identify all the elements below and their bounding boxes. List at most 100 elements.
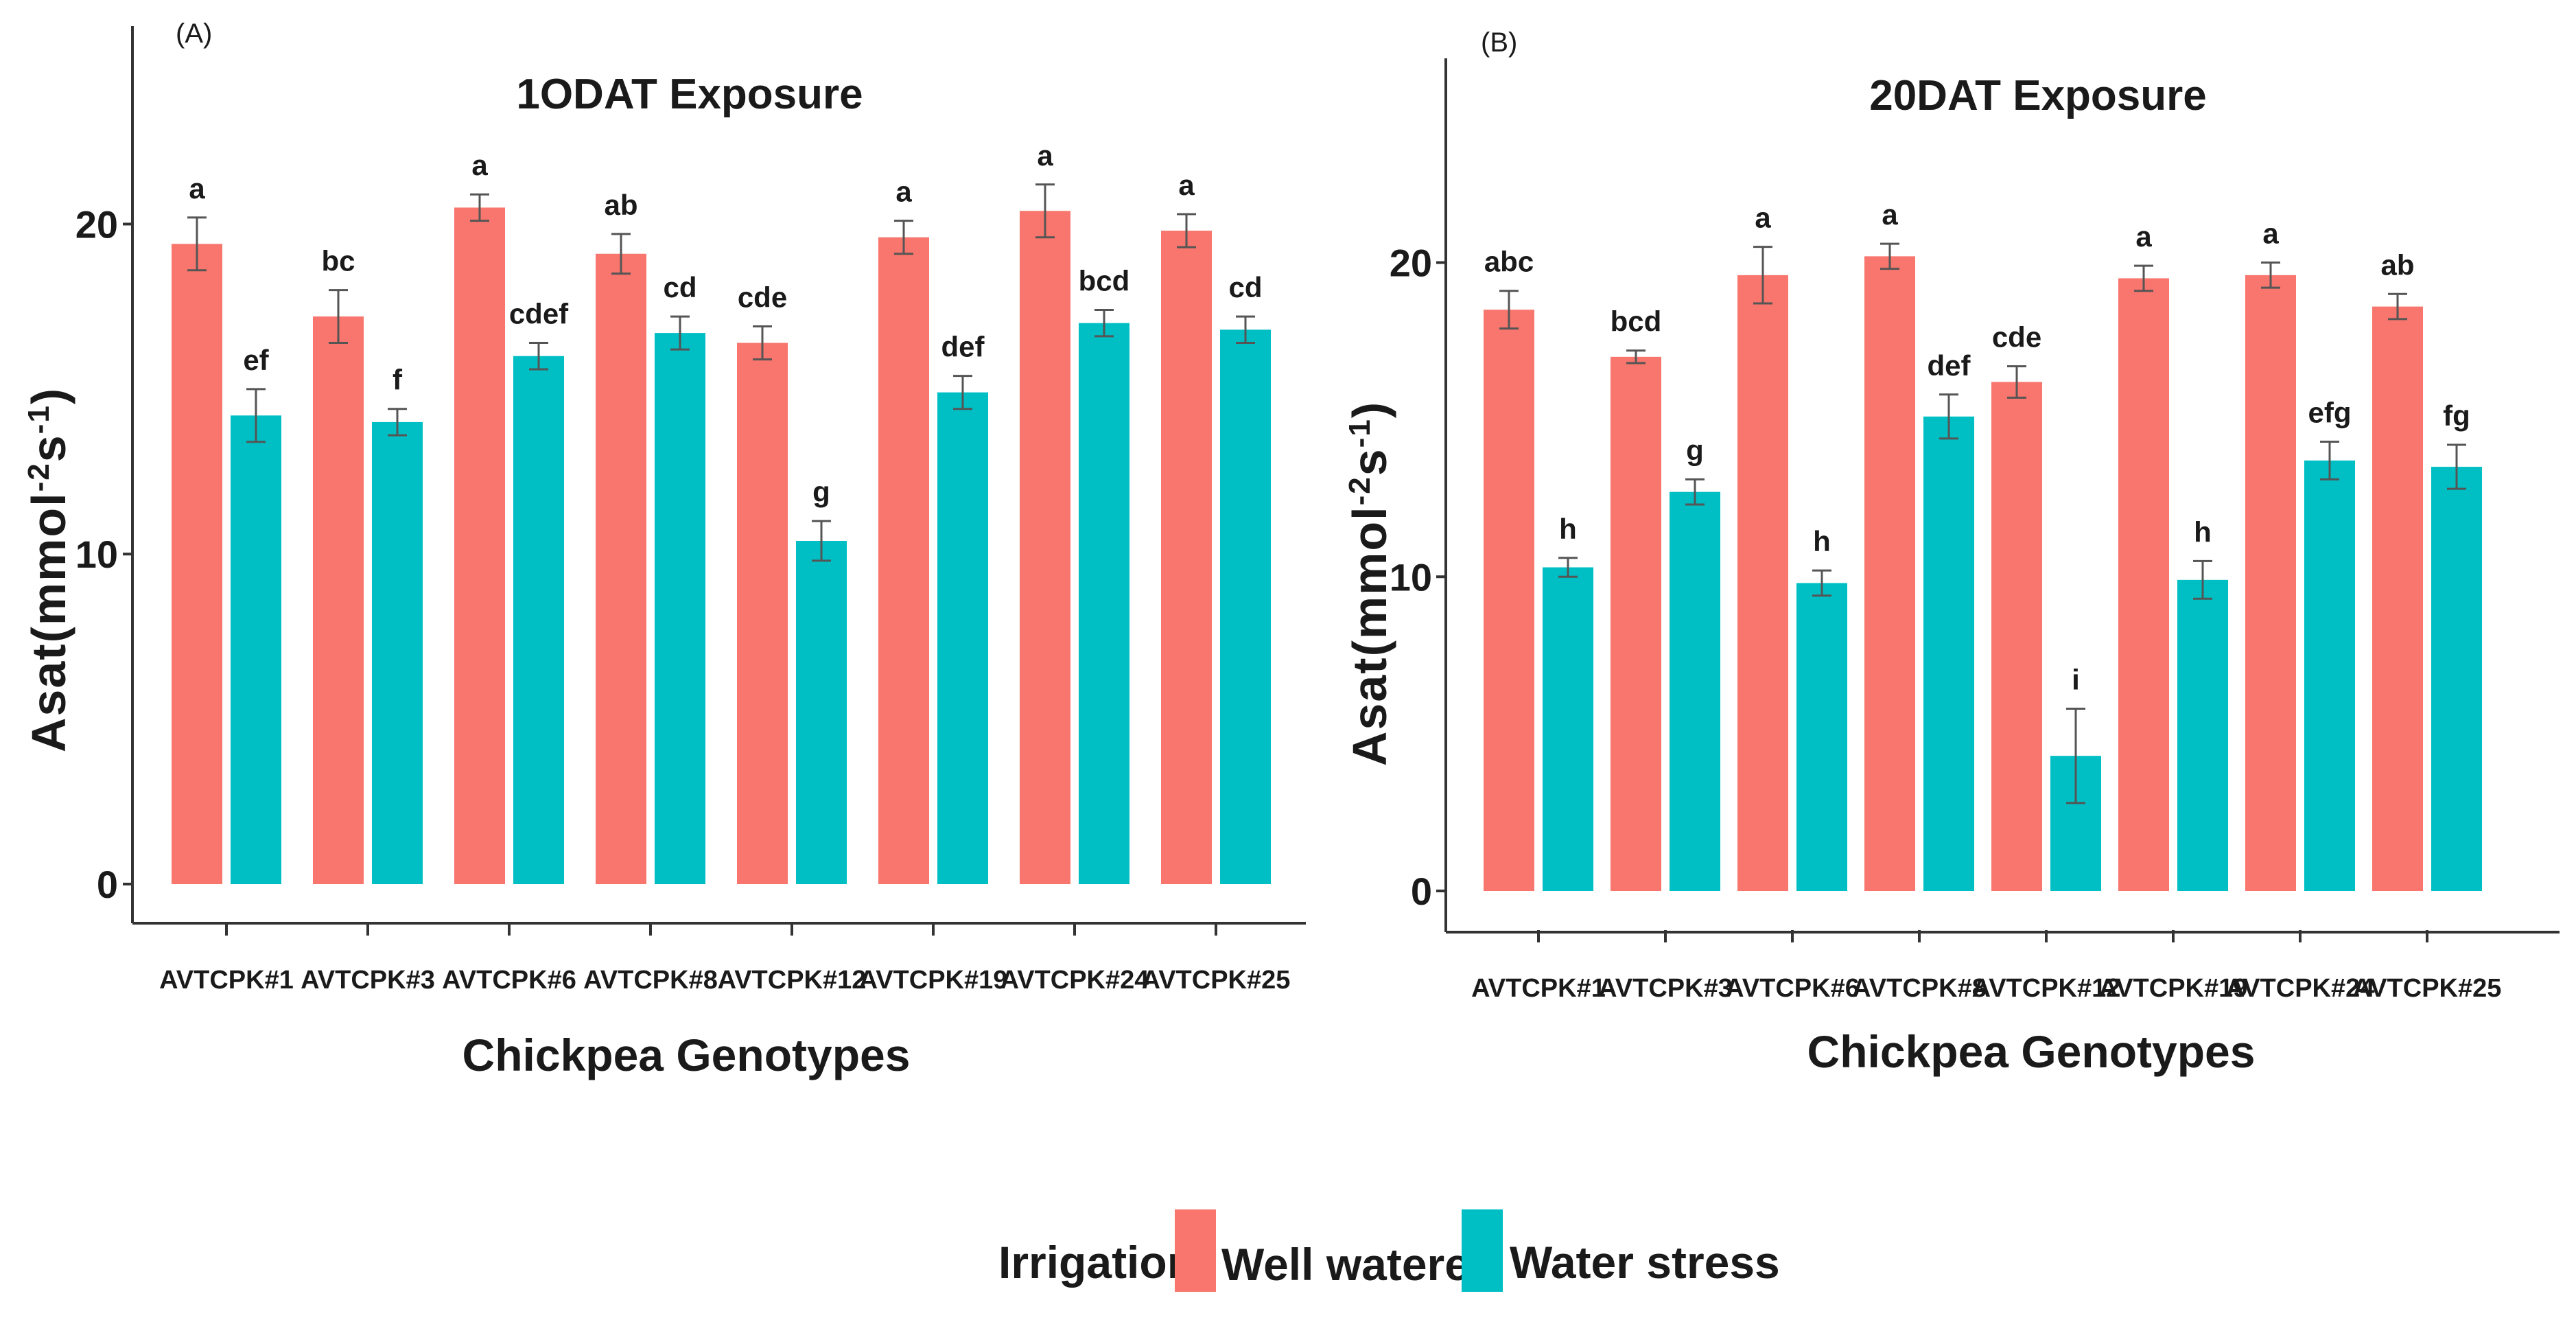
bar (1796, 583, 1847, 891)
significance-letter: h (2194, 515, 2212, 548)
significance-letter: fg (2443, 399, 2470, 432)
bar (878, 237, 929, 884)
bar (454, 207, 505, 884)
panel-label: (B) (1481, 27, 1517, 58)
x-tick-label: AVTCPK#19 (2099, 974, 2248, 1003)
bar (737, 343, 788, 884)
x-ticks: AVTCPK#1AVTCPK#3AVTCPK#6AVTCPK#8AVTCPK#1… (1471, 930, 2501, 1003)
y-tick-label: 20 (1390, 242, 1432, 285)
x-tick-label: AVTCPK#1 (1471, 974, 1606, 1003)
panel-b: (B) 20DAT Exposure Asat(mmol-2s-1) 0 10 20… (1343, 27, 2560, 1077)
y-tick-label: 10 (1390, 555, 1432, 599)
significance-letter: a (2262, 218, 2279, 250)
bar (2431, 467, 2482, 891)
significance-letter: i (2072, 664, 2080, 696)
x-tick-label: AVTCPK#8 (583, 966, 718, 995)
x-tick-label: AVTCPK#12 (718, 966, 867, 995)
bar (1161, 231, 1212, 885)
significance-letter: a (1037, 139, 1053, 172)
x-axis-label: Chickpea Genotypes (1807, 1026, 2256, 1077)
y-axis-label: Asat(mmol-2s-1) (1343, 401, 1396, 766)
x-axis-label: Chickpea Genotypes (462, 1030, 911, 1080)
x-tick-label: AVTCPK#19 (859, 966, 1008, 995)
significance-letter: cde (1992, 321, 2041, 353)
x-tick-label: AVTCPK#25 (1142, 966, 1291, 995)
legend-swatch-water-stress (1462, 1209, 1503, 1292)
x-tick-label: AVTCPK#1 (159, 966, 294, 995)
bar (313, 316, 364, 885)
bar (1020, 211, 1070, 884)
significance-letter: g (1686, 434, 1704, 466)
bar (1737, 275, 1788, 891)
significance-letter: def (1928, 349, 1971, 382)
significance-letter: cdef (509, 298, 569, 330)
y-axis-label-end: ) (1343, 401, 1396, 418)
significance-letter: bc (321, 245, 355, 277)
bar (1543, 567, 1593, 891)
y-axis-label-sup2: -1 (22, 404, 56, 434)
bar (1611, 356, 1661, 891)
bar (372, 421, 423, 884)
significance-letter: f (393, 364, 403, 396)
significance-letter: ef (243, 344, 269, 376)
significance-letter: bcd (1079, 264, 1130, 297)
bar (2304, 460, 2355, 891)
y-axis-label-end: ) (22, 387, 75, 404)
significance-letter: cd (1228, 271, 1262, 303)
y-axis-label-main: Asat(mmol (22, 491, 75, 752)
x-tick-label: AVTCPK#3 (301, 966, 435, 995)
y-tick-label: 10 (75, 533, 118, 576)
significance-letter: h (1813, 525, 1831, 557)
legend: Irrigation Well watered Water stress (998, 1209, 1780, 1292)
bar (1991, 382, 2042, 891)
x-tick-label: AVTCPK#3 (1598, 974, 1733, 1003)
y-axis-label-sup2: -1 (1343, 418, 1377, 448)
bar (2372, 306, 2423, 891)
legend-swatch-well-watered (1175, 1209, 1216, 1292)
y-tick-label: 0 (1411, 870, 1432, 913)
y-ticks: 0 10 20 (75, 202, 132, 906)
significance-letter: ab (2380, 248, 2414, 281)
y-axis-label: Asat(mmol-2s-1) (22, 387, 75, 752)
significance-letter: a (895, 176, 912, 208)
significance-letter: h (1559, 513, 1577, 545)
significance-letter: cde (738, 281, 787, 314)
x-tick-label: AVTCPK#24 (1000, 966, 1149, 995)
bar (655, 333, 705, 885)
bar (231, 415, 281, 884)
significance-letter: a (1178, 169, 1195, 201)
panel-a: (A) 1ODAT Exposure Asat(mmol-2s-1) 0 10 20… (22, 19, 1306, 1080)
x-tick-label: AVTCPK#6 (442, 966, 576, 995)
significance-letter: a (2135, 220, 2152, 253)
bar (1079, 323, 1129, 884)
significance-letter: efg (2308, 396, 2352, 428)
significance-letter: a (1882, 198, 1898, 231)
bar (596, 253, 646, 884)
y-ticks: 0 10 20 (1390, 242, 1446, 913)
bar (172, 244, 222, 884)
chart-title: 20DAT Exposure (1869, 72, 2207, 119)
bar (1484, 310, 1534, 891)
x-tick-label: AVTCPK#12 (1972, 974, 2121, 1003)
legend-title: Irrigation (998, 1237, 1195, 1288)
significance-letter: a (1755, 202, 1771, 234)
bar (2245, 275, 2296, 891)
y-tick-label: 20 (75, 202, 118, 246)
x-tick-label: AVTCPK#8 (1852, 974, 1987, 1003)
y-axis-label-mid: s (22, 434, 75, 462)
y-axis-label-mid: s (1343, 448, 1396, 476)
bar (937, 392, 988, 884)
significance-letter: abc (1484, 246, 1534, 278)
bar (796, 541, 847, 884)
bar (2118, 278, 2169, 891)
y-axis-label-main: Asat(mmol (1343, 505, 1396, 766)
significance-letter: def (941, 331, 985, 363)
chart-title: 1ODAT Exposure (516, 71, 863, 118)
x-tick-label: AVTCPK#6 (1725, 974, 1860, 1003)
panel-label: (A) (176, 19, 212, 49)
x-tick-label: AVTCPK#24 (2226, 974, 2375, 1003)
significance-letter: cd (663, 271, 696, 303)
